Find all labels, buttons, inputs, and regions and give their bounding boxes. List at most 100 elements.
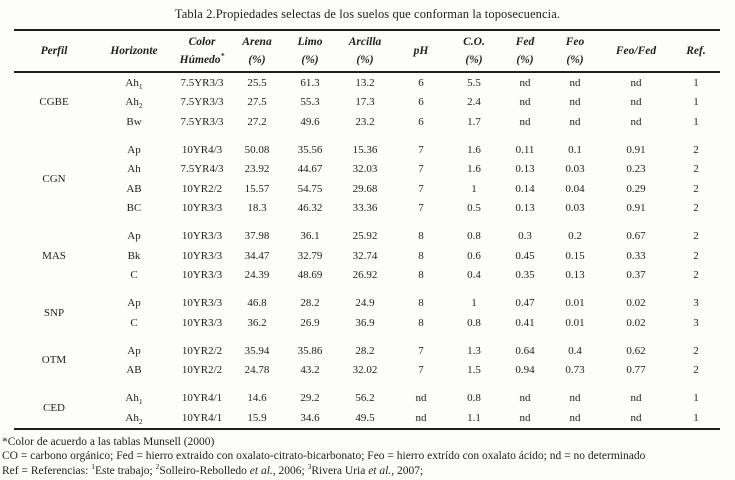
cell-color: 7.5YR3/3	[180, 115, 224, 128]
cell-ref: 1	[693, 96, 699, 108]
horizonte-subscript: 1	[138, 81, 143, 91]
cell-color: 10YR3/3	[181, 316, 223, 329]
col-header-fed: Fed (%)	[515, 36, 535, 66]
cell-feofed: 0.37	[626, 269, 646, 281]
cell-ref: 1	[693, 76, 699, 89]
cell-horizonte: Bk	[127, 249, 141, 262]
reference-superscript: 1	[91, 461, 95, 471]
cell-ref: 2	[693, 249, 699, 262]
footnote-line-2: CO = carbono orgánico; Fed = hierro extr…	[2, 449, 731, 464]
cell-ph: nd	[415, 392, 427, 404]
cell-fed: 0.45	[515, 249, 535, 262]
footnote-text: et al.	[249, 464, 273, 477]
cell-fed: nd	[519, 392, 531, 404]
cell-fed: 0.14	[515, 182, 535, 195]
cell-ph: 6	[418, 115, 424, 128]
perfil-label-mas: MAS	[42, 249, 66, 262]
footnote-text: Este trabajo;	[94, 464, 156, 477]
cell-ph: 7	[418, 202, 424, 214]
table-row: Ah 7.5YR4/3 23.92 44.67 32.03 7 1.6 0.13 0.03 0.2…	[14, 160, 720, 180]
table-row: SNP Ap 10YR3/3 46.8 28.2 24.9 8 1 0.47 0.01 0.02 3	[14, 285, 720, 319]
cell-fed: nd	[519, 115, 531, 128]
cell-ref: 1	[693, 115, 699, 128]
cell-color: 7.5YR4/3	[180, 163, 224, 175]
cell-limo: 55.3	[300, 96, 320, 108]
cell-co: 1	[471, 297, 477, 309]
table-header: Perfil Horizonte Color Húmedo* Arena (%) Limo(…	[14, 30, 720, 72]
cell-feofed: 0.02	[626, 316, 646, 329]
cell-ref: 2	[693, 230, 699, 242]
cell-feofed: 0.02	[626, 297, 646, 309]
cell-feo: 0.2	[568, 230, 582, 242]
cell-co: 2.4	[467, 96, 481, 108]
footnote-text: Rivera Uria	[311, 464, 369, 477]
cell-arcilla: 56.2	[355, 392, 375, 404]
cell-limo: 54.75	[297, 182, 323, 195]
cell-horizonte: C	[130, 269, 138, 281]
cell-color: 10YR3/3	[181, 269, 223, 281]
cell-co: 5.5	[467, 76, 481, 89]
cell-ref: 1	[693, 411, 699, 424]
cell-horizonte: C	[130, 316, 138, 329]
cell-ref: 2	[693, 143, 699, 156]
table-row: C 10YR3/3 24.39 48.69 26.92 8 0.4 0.35 0.13 0.37 2	[14, 266, 720, 286]
col-header-ref: Ref.	[686, 45, 706, 57]
cell-co: 0.5	[467, 202, 481, 214]
cell-ph: 8	[418, 269, 424, 281]
cell-fed: 0.35	[515, 269, 535, 281]
cell-horizonte: Ah2	[125, 96, 143, 111]
table-row: OTM Ap 10YR2/2 35.94 35.86 28.2 7 1.3 0.64 0.4 0.6…	[14, 333, 720, 367]
horizonte-subscript: 2	[138, 101, 143, 111]
footnote-text: Ref = Referencias:	[2, 464, 92, 477]
col-header-color: Color Húmedo*	[179, 36, 225, 66]
perfil-label-cgbe: CGBE	[39, 96, 69, 108]
footnote-text: Solleiro-Rebolledo	[159, 464, 250, 477]
cell-ph: nd	[415, 411, 427, 424]
cell-arcilla: 29.68	[352, 182, 378, 195]
cell-ref: 2	[693, 163, 699, 175]
cell-ph: 8	[418, 230, 424, 242]
cell-arena: 24.78	[244, 364, 270, 376]
col-header-arcilla: Arcilla (%)	[348, 36, 382, 66]
cell-limo: 61.3	[300, 76, 320, 89]
cell-fed: 0.11	[515, 143, 535, 156]
cell-ph: 8	[418, 316, 424, 329]
col-header-horizonte: Horizonte	[110, 45, 158, 57]
cell-ref: 2	[693, 344, 699, 357]
cell-ref: 2	[693, 202, 699, 214]
col-header-limo: Limo (%)	[297, 36, 323, 66]
cell-ph: 7	[418, 344, 424, 357]
footnote-line-3: Ref = Referencias: 1Este trabajo; 2Solle…	[2, 461, 731, 479]
table-row: CGBE Ah1 7.5YR3/3 25.5 61.3 13.2 6 5.5 nd nd nd 1	[14, 72, 720, 109]
cell-arcilla: 32.02	[352, 364, 378, 376]
cell-feo: 0.03	[565, 202, 585, 214]
cell-limo: 46.32	[297, 202, 323, 214]
cell-limo: 26.9	[300, 316, 320, 329]
cell-fed: nd	[519, 411, 531, 424]
cell-fed: 0.94	[515, 364, 535, 376]
cell-fed: nd	[519, 96, 531, 108]
cell-arcilla: 17.3	[355, 96, 375, 108]
table-row: Ah2 10YR4/1 15.9 34.6 49.5 nd 1.1 nd nd nd 1	[14, 408, 720, 429]
cell-limo: 44.67	[297, 163, 323, 175]
cell-limo: 29.2	[300, 392, 320, 404]
col-header-feo: Feo (%)	[565, 36, 585, 66]
table-row: BC 10YR3/3 18.3 46.32 33.36 7 0.5 0.13 0.03 0.91 2	[14, 199, 720, 219]
cell-color: 10YR2/2	[181, 182, 223, 195]
cell-co: 1.1	[467, 411, 481, 424]
cell-fed: 0.3	[518, 230, 532, 242]
cell-ph: 7	[418, 182, 424, 195]
table-row: Ah2 7.5YR3/3 27.5 55.3 17.3 6 2.4 nd nd nd 1	[14, 93, 720, 113]
cell-feofed: 0.33	[626, 249, 646, 262]
cell-color: 10YR3/3	[181, 297, 223, 309]
cell-arcilla: 32.74	[352, 249, 378, 262]
cell-co: 1.7	[467, 115, 481, 128]
cell-limo: 32.79	[297, 249, 323, 262]
cell-arena: 15.9	[247, 411, 267, 424]
cell-arena: 27.2	[247, 115, 267, 128]
cell-fed: 0.41	[515, 316, 535, 329]
cell-limo: 28.2	[300, 297, 320, 309]
cell-limo: 43.2	[300, 364, 320, 376]
cell-ref: 3	[693, 316, 699, 329]
